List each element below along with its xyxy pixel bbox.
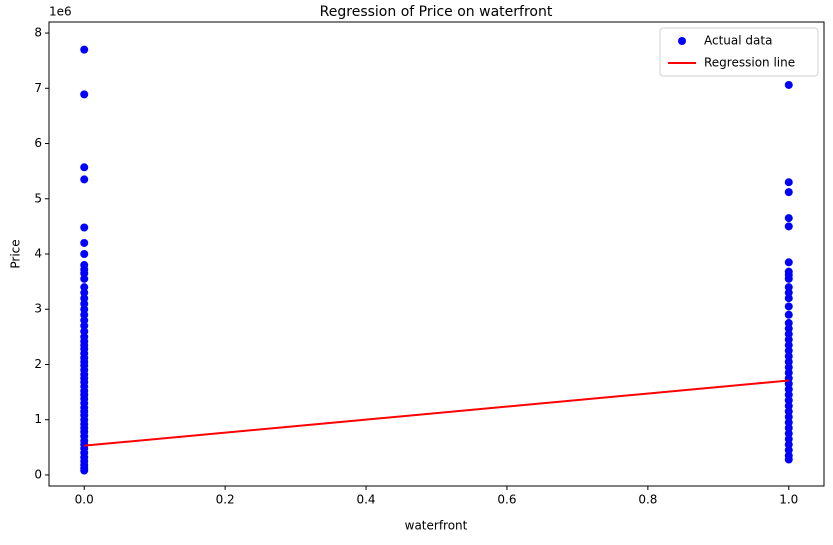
data-point — [80, 327, 89, 336]
data-point — [80, 45, 89, 54]
data-point — [784, 368, 793, 377]
data-point — [784, 412, 793, 421]
data-point — [784, 324, 793, 333]
data-point — [80, 274, 89, 283]
y-tick-label: 6 — [34, 136, 42, 150]
x-tick-label: 0.6 — [497, 493, 516, 507]
data-point — [784, 178, 793, 187]
data-point — [80, 321, 89, 330]
data-point — [784, 214, 793, 223]
data-point — [784, 418, 793, 427]
y-tick-label: 3 — [34, 302, 42, 316]
data-point — [784, 379, 793, 388]
data-point — [784, 283, 793, 292]
data-point — [80, 261, 89, 270]
y-tick-label: 8 — [34, 26, 42, 40]
y-offset-label: 1e6 — [49, 5, 72, 19]
data-point — [80, 294, 89, 303]
data-point — [784, 357, 793, 366]
data-point — [80, 316, 89, 325]
data-point — [80, 310, 89, 319]
legend-box — [659, 27, 819, 77]
data-point — [784, 390, 793, 399]
data-point — [784, 222, 793, 231]
data-point — [80, 283, 89, 292]
data-point — [784, 341, 793, 350]
data-point — [80, 163, 89, 172]
data-point — [784, 352, 793, 361]
data-point — [784, 429, 793, 438]
data-point — [80, 223, 89, 232]
y-tick-label: 2 — [34, 357, 42, 371]
data-point — [784, 435, 793, 444]
data-point — [80, 250, 89, 258]
data-point — [784, 294, 793, 303]
data-point — [784, 80, 793, 89]
data-point — [784, 267, 793, 276]
x-tick-label: 0.2 — [216, 493, 235, 507]
data-point — [784, 407, 793, 416]
x-tick-label: 0.8 — [638, 493, 657, 507]
x-tick-label: 1.0 — [779, 493, 798, 507]
legend-label: Actual data — [704, 34, 772, 48]
data-point — [784, 451, 793, 460]
x-tick-label: 0.4 — [356, 493, 375, 507]
data-point — [784, 401, 793, 410]
data-point — [784, 330, 793, 339]
chart-title: Regression of Price on waterfront — [320, 4, 553, 20]
data-point — [784, 424, 793, 432]
plot-frame — [48, 21, 825, 487]
data-point — [784, 363, 793, 372]
data-point — [80, 332, 89, 341]
data-point — [784, 396, 793, 405]
data-point — [80, 90, 89, 99]
x-tick-label: 0.0 — [75, 493, 94, 507]
data-point — [784, 288, 793, 297]
data-point — [80, 288, 89, 297]
data-point — [80, 305, 89, 314]
y-tick-label: 0 — [34, 467, 42, 481]
data-point — [80, 175, 89, 184]
data-point — [784, 335, 793, 344]
y-axis-label: Price — [9, 239, 23, 268]
data-point — [784, 258, 793, 267]
regression-line — [84, 379, 789, 447]
legend-label: Regression line — [704, 56, 795, 70]
data-point — [784, 446, 793, 455]
data-point — [784, 440, 793, 449]
legend-marker — [678, 37, 686, 45]
y-tick-label: 5 — [34, 191, 42, 205]
x-axis-label: waterfront — [405, 519, 468, 533]
y-tick-label: 7 — [34, 81, 42, 95]
data-point — [784, 319, 793, 328]
y-tick-label: 4 — [34, 247, 42, 261]
data-point — [80, 299, 89, 308]
data-point — [80, 238, 89, 247]
data-point — [784, 188, 793, 197]
y-tick-label: 1 — [34, 412, 42, 426]
data-point — [784, 346, 793, 355]
data-point — [784, 302, 793, 311]
data-point — [784, 310, 793, 319]
data-point — [784, 385, 793, 394]
